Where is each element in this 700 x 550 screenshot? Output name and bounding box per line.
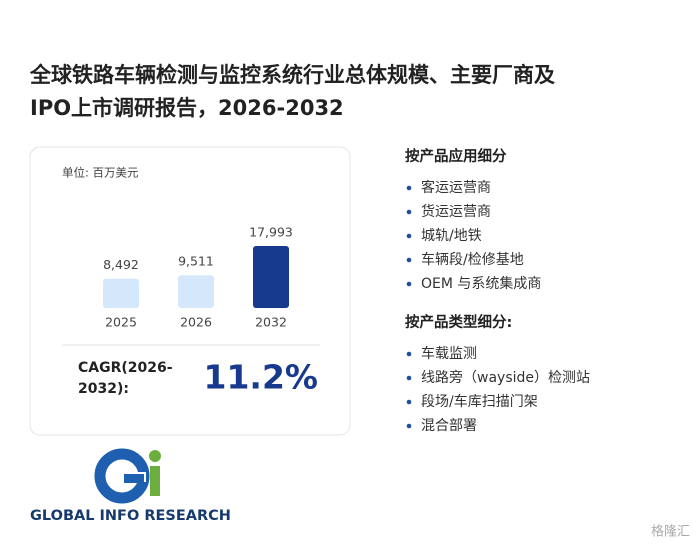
value-label: 8,492 [103,257,139,272]
logo-mark [150,466,160,496]
watermark: 格隆汇 [651,524,690,540]
x-tick-label: 2032 [255,315,287,330]
bullet [406,351,412,357]
bar [103,278,139,308]
bullet [406,209,412,215]
segment-item: 货运运营商 [421,203,491,220]
segment-item: 混合部署 [421,418,477,434]
segment-item: 车载监测 [421,345,477,362]
segment-item: 客运运营商 [421,179,491,196]
x-tick-label: 2025 [105,315,137,330]
logo-mark [149,450,161,462]
bullet [406,257,412,263]
x-tick-label: 2026 [180,315,212,330]
bar [253,246,289,308]
bar [178,275,214,308]
segment-item: 段场/车库扫描门架 [421,393,538,410]
segment-heading: 按产品类型细分: [405,313,512,331]
logo-mark [124,474,144,483]
value-label: 9,511 [178,254,214,269]
segment-item: 城轨/地铁 [421,228,482,244]
bullet [406,399,412,405]
cagr-label: 2032): [78,381,129,397]
logo: GLOBAL INFO RESEARCH [30,448,231,524]
segment-heading: 按产品应用细分 [405,147,507,165]
logo-text: GLOBAL INFO RESEARCH [30,508,231,524]
segment-item: 车辆段/检修基地 [421,251,524,268]
title-line: 全球铁路车辆检测与监控系统行业总体规模、主要厂商及 [29,63,556,87]
cagr-value: 11.2% [204,358,319,397]
bullet [406,185,412,191]
bullet [406,233,412,239]
bullet [406,375,412,381]
chart-subtitle: 单位: 百万美元 [62,166,139,180]
bullet [406,423,412,429]
segment-item: 线路旁（wayside）检测站 [421,369,590,386]
title-line: IPO上市调研报告，2026-2032 [30,96,344,120]
bullet [406,281,412,287]
value-label: 17,993 [249,225,293,240]
cagr-label: CAGR(2026- [78,360,173,376]
segment-item: OEM 与系统集成商 [421,275,541,292]
